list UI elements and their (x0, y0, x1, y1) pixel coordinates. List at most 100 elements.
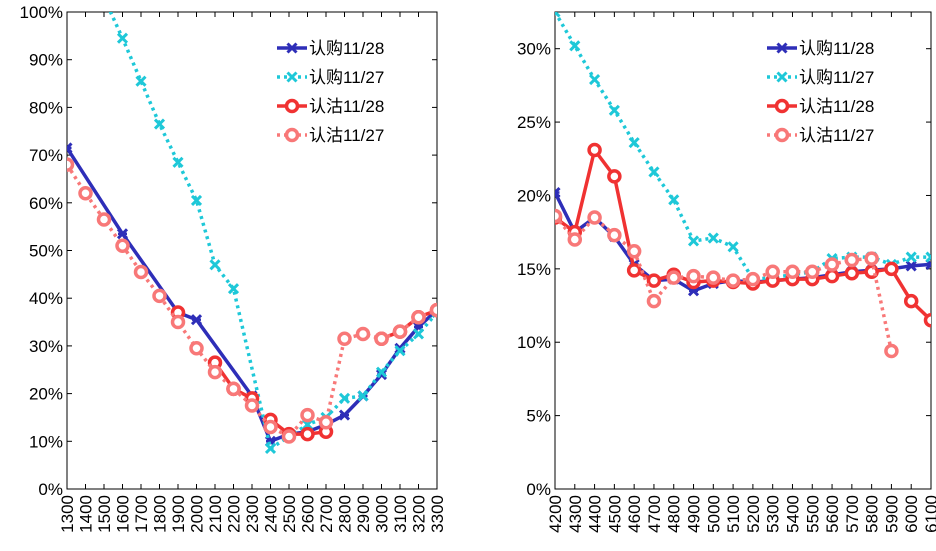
legend-marker (774, 127, 790, 143)
data-point (587, 210, 602, 225)
x-tick-label: 5400 (783, 495, 802, 533)
data-point (628, 137, 640, 149)
x-tick-label: 2600 (299, 495, 318, 533)
legend-label: 认沽11/28 (799, 97, 874, 116)
data-point (281, 429, 297, 444)
data-point (648, 166, 660, 178)
x-tick-label: 2800 (336, 495, 355, 533)
legend-marker (774, 98, 790, 114)
data-point (707, 232, 719, 244)
data-point (392, 324, 408, 339)
data-point (925, 254, 931, 263)
data-point (429, 302, 437, 318)
x-tick-label: 5900 (882, 495, 901, 533)
data-point (227, 283, 240, 295)
x-tick-label: 5600 (823, 495, 842, 533)
data-point (925, 251, 931, 260)
series-2 (81, 0, 437, 455)
x-tick-label: 4600 (625, 495, 644, 533)
data-point (374, 331, 389, 346)
legend-marker (286, 71, 298, 83)
y-tick-label: 100% (20, 3, 63, 22)
data-point (864, 251, 879, 266)
y-tick-label: 10% (29, 432, 63, 451)
x-tick-label: 4200 (546, 495, 565, 533)
y-tick-label: 60% (29, 194, 63, 213)
x-tick-label: 5700 (843, 495, 862, 533)
x-tick-label: 4300 (566, 495, 585, 533)
y-tick-label: 20% (29, 385, 63, 404)
data-point (555, 208, 563, 224)
data-point (116, 32, 129, 44)
y-tick-label: 30% (29, 337, 63, 356)
x-tick-label: 5800 (863, 495, 882, 533)
y-tick-label: 25% (517, 113, 551, 132)
x-tick-label: 2700 (317, 495, 336, 533)
data-point (725, 273, 741, 288)
y-tick-label: 20% (517, 186, 551, 205)
y-tick-label: 90% (29, 51, 63, 70)
x-tick-label: 3200 (410, 495, 429, 533)
data-point (824, 257, 840, 272)
data-point (81, 0, 90, 9)
x-tick-label: 3100 (391, 495, 410, 533)
data-point (567, 232, 583, 247)
data-point (337, 331, 352, 346)
data-point (745, 271, 761, 287)
data-point (100, 0, 109, 2)
data-point (903, 293, 919, 309)
data-point (805, 264, 820, 280)
plot-frame (554, 11, 932, 490)
data-point (923, 312, 931, 328)
data-point (925, 262, 931, 271)
data-point (824, 268, 840, 284)
data-point (135, 75, 147, 87)
x-tick-label: 5200 (744, 495, 763, 533)
x-tick-label: 2400 (262, 495, 281, 533)
legend: 认购11/28 认购11/27 认沽11/28 认沽11/27 (767, 39, 874, 145)
data-point (81, 0, 90, 9)
x-tick-label: 2500 (280, 495, 299, 533)
x-tick-label: 4400 (586, 495, 605, 533)
data-point (209, 259, 221, 271)
data-point (100, 0, 109, 2)
series-4 (555, 208, 899, 359)
data-point (555, 12, 561, 18)
x-tick-label: 6000 (902, 495, 921, 533)
data-point (172, 156, 184, 168)
legend-label: 认购11/28 (309, 39, 384, 58)
legend: 认购11/28 认购11/27 认沽11/28 认沽11/27 (277, 39, 384, 145)
data-point (727, 241, 739, 253)
data-point (666, 270, 681, 285)
data-point (587, 142, 602, 158)
x-tick-label: 4700 (645, 495, 664, 533)
legend-label: 认沽11/28 (309, 97, 384, 116)
data-point (706, 270, 721, 285)
x-tick-label: 5000 (704, 495, 723, 533)
y-tick-label: 5% (526, 407, 551, 426)
data-point (607, 227, 622, 243)
data-point (555, 190, 561, 199)
x-tick-label: 1900 (169, 495, 188, 533)
data-point (844, 265, 860, 281)
legend-label: 认沽11/27 (799, 126, 874, 145)
data-point (78, 186, 93, 201)
x-tick-label: 5500 (803, 495, 822, 533)
data-point (170, 314, 186, 330)
x-tick-label: 1400 (77, 495, 96, 533)
data-point (608, 104, 620, 116)
series-line (269, 418, 327, 436)
data-point (153, 118, 166, 130)
data-point (67, 142, 73, 151)
legend-label: 认购11/27 (309, 68, 384, 87)
data-point (555, 186, 561, 195)
x-tick-label: 4900 (685, 495, 704, 533)
data-point (686, 268, 701, 284)
y-tick-label: 50% (29, 242, 63, 261)
data-point (844, 252, 860, 268)
x-tick-label: 1500 (95, 495, 114, 533)
data-point (115, 238, 130, 253)
data-point (646, 293, 662, 309)
x-tick-label: 1700 (132, 495, 151, 533)
